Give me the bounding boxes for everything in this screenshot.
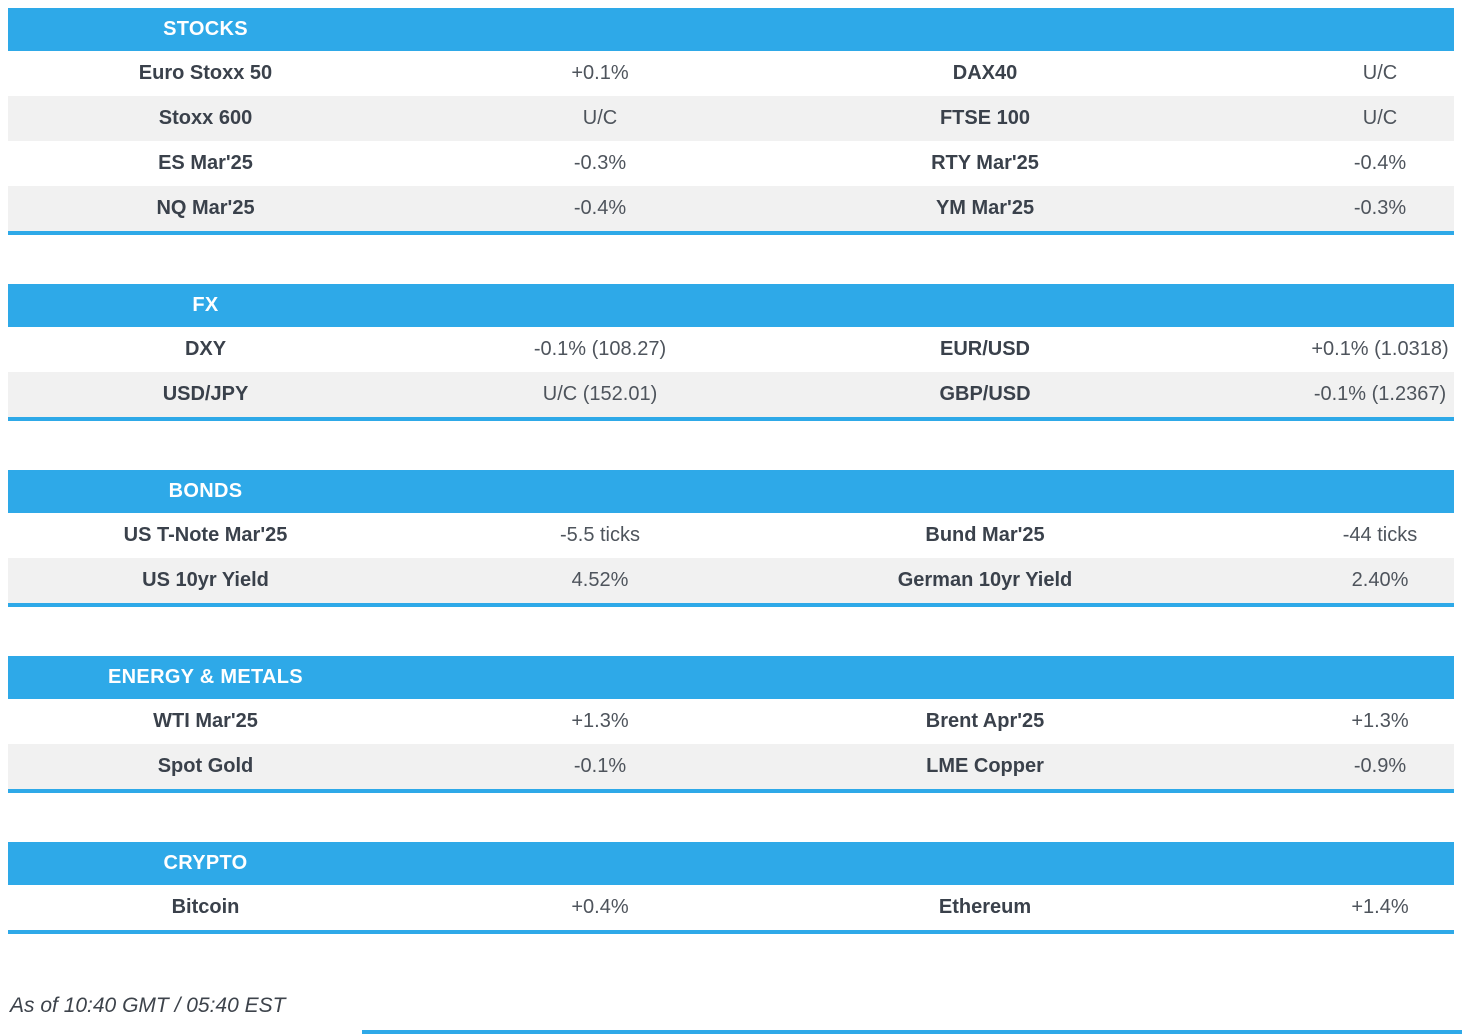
- instrument-label-left: US 10yr Yield: [142, 569, 269, 591]
- instrument-value-left: U/C (152.01): [542, 383, 658, 405]
- instrument-value-right: +0.1% (1.0318): [1311, 338, 1449, 360]
- section-title: BONDS: [168, 480, 243, 502]
- instrument-label-right: GBP/USD: [939, 383, 1031, 405]
- instrument-value-right: -44 ticks: [1342, 524, 1418, 546]
- instrument-value-left: -0.1% (108.27): [533, 338, 667, 360]
- table-row: ES Mar'25 -0.3% RTY Mar'25 -0.4%: [8, 141, 1454, 186]
- bottom-divider-line: [362, 1030, 1462, 1034]
- market-section: FX DXY -0.1% (108.27) EUR/USD +0.1% (1.0…: [8, 284, 1454, 421]
- section-header-bar: ENERGY & METALS: [8, 656, 1454, 699]
- section-title: ENERGY & METALS: [108, 666, 303, 688]
- section-title: FX: [192, 294, 219, 316]
- table-row: DXY -0.1% (108.27) EUR/USD +0.1% (1.0318…: [8, 327, 1454, 372]
- instrument-label-left: Spot Gold: [157, 755, 254, 777]
- instrument-label-left: Stoxx 600: [158, 107, 253, 129]
- instrument-label-left: US T-Note Mar'25: [123, 524, 288, 546]
- instrument-value-left: 4.52%: [571, 569, 629, 591]
- as-of-timestamp: As of 10:40 GMT / 05:40 EST: [10, 994, 286, 1017]
- table-row: US T-Note Mar'25 -5.5 ticks Bund Mar'25 …: [8, 513, 1454, 558]
- instrument-value-right: -0.1% (1.2367): [1313, 383, 1447, 405]
- market-section: CRYPTO Bitcoin +0.4% Ethereum +1.4%: [8, 842, 1454, 934]
- instrument-value-right: 2.40%: [1351, 569, 1409, 591]
- instrument-label-left: WTI Mar'25: [153, 710, 258, 732]
- instrument-value-right: -0.4%: [1353, 152, 1407, 174]
- market-summary-table: STOCKS Euro Stoxx 50 +0.1% DAX40 U/C Sto…: [8, 8, 1454, 983]
- section-title: CRYPTO: [163, 852, 248, 874]
- table-row: Euro Stoxx 50 +0.1% DAX40 U/C: [8, 51, 1454, 96]
- instrument-label-right: German 10yr Yield: [897, 569, 1073, 591]
- section-header-bar: BONDS: [8, 470, 1454, 513]
- table-row: Stoxx 600 U/C FTSE 100 U/C: [8, 96, 1454, 141]
- instrument-label-right: Brent Apr'25: [925, 710, 1045, 732]
- instrument-value-right: +1.4%: [1351, 896, 1409, 918]
- instrument-label-left: Bitcoin: [171, 896, 240, 918]
- market-section: ENERGY & METALS WTI Mar'25 +1.3% Brent A…: [8, 656, 1454, 793]
- instrument-value-right: U/C: [1362, 107, 1398, 129]
- instrument-label-left: USD/JPY: [162, 383, 249, 405]
- instrument-value-right: -0.9%: [1353, 755, 1407, 777]
- instrument-value-right: +1.3%: [1351, 710, 1409, 732]
- instrument-label-right: DAX40: [952, 62, 1018, 84]
- instrument-label-left: NQ Mar'25: [156, 197, 255, 219]
- section-header-bar: STOCKS: [8, 8, 1454, 51]
- instrument-label-right: RTY Mar'25: [931, 152, 1039, 174]
- instrument-value-right: U/C: [1362, 62, 1398, 84]
- instrument-label-right: LME Copper: [926, 755, 1044, 777]
- table-row: Spot Gold -0.1% LME Copper -0.9%: [8, 744, 1454, 789]
- instrument-label-right: Ethereum: [938, 896, 1032, 918]
- market-section: STOCKS Euro Stoxx 50 +0.1% DAX40 U/C Sto…: [8, 8, 1454, 235]
- table-row: Bitcoin +0.4% Ethereum +1.4%: [8, 885, 1454, 930]
- instrument-label-right: EUR/USD: [939, 338, 1030, 360]
- instrument-label-left: Euro Stoxx 50: [138, 62, 273, 84]
- table-row: USD/JPY U/C (152.01) GBP/USD -0.1% (1.23…: [8, 372, 1454, 417]
- instrument-value-left: U/C: [582, 107, 618, 129]
- section-header-bar: FX: [8, 284, 1454, 327]
- instrument-label-left: DXY: [184, 338, 227, 360]
- section-title: STOCKS: [163, 18, 248, 40]
- section-header-bar: CRYPTO: [8, 842, 1454, 885]
- market-section: BONDS US T-Note Mar'25 -5.5 ticks Bund M…: [8, 470, 1454, 607]
- instrument-value-left: -0.4%: [573, 197, 627, 219]
- table-row: NQ Mar'25 -0.4% YM Mar'25 -0.3%: [8, 186, 1454, 231]
- table-row: US 10yr Yield 4.52% German 10yr Yield 2.…: [8, 558, 1454, 603]
- table-row: WTI Mar'25 +1.3% Brent Apr'25 +1.3%: [8, 699, 1454, 744]
- instrument-label-right: YM Mar'25: [935, 197, 1035, 219]
- instrument-value-left: +1.3%: [571, 710, 629, 732]
- instrument-label-left: ES Mar'25: [158, 152, 253, 174]
- instrument-value-left: +0.1%: [571, 62, 629, 84]
- instrument-value-left: -0.1%: [573, 755, 627, 777]
- instrument-label-right: FTSE 100: [939, 107, 1031, 129]
- instrument-value-left: -0.3%: [573, 152, 627, 174]
- instrument-label-right: Bund Mar'25: [925, 524, 1045, 546]
- instrument-value-right: -0.3%: [1353, 197, 1407, 219]
- instrument-value-left: +0.4%: [571, 896, 629, 918]
- instrument-value-left: -5.5 ticks: [559, 524, 641, 546]
